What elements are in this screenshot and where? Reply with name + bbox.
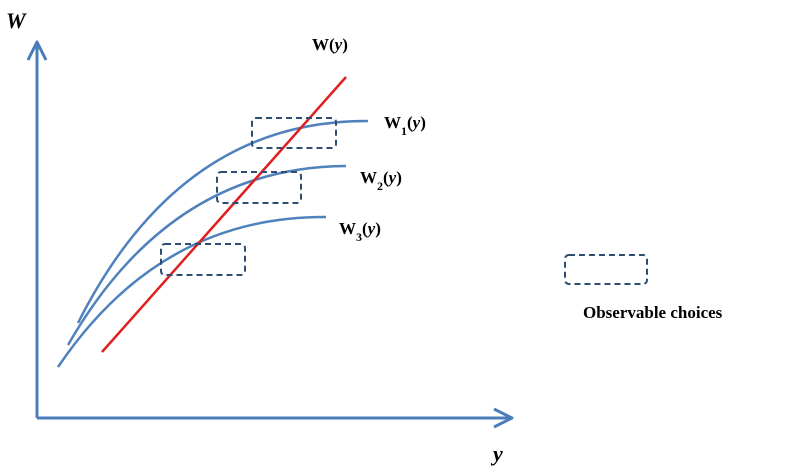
legend-label: Observable choices — [583, 303, 723, 322]
x-axis-arrow-icon — [493, 407, 514, 429]
label-w-line: W(y) — [312, 35, 348, 54]
line-w — [101, 76, 347, 353]
curve-w3 — [56, 215, 327, 368]
observable-choice-box-2 — [216, 171, 302, 204]
label-w2: W2(y) — [360, 168, 402, 193]
observable-choice-box-1 — [251, 117, 337, 149]
label-w1: W1(y) — [384, 113, 426, 138]
curve-w1 — [76, 119, 369, 324]
legend-swatch — [564, 254, 648, 285]
y-axis-label: W — [6, 8, 27, 33]
observable-choice-box-3 — [160, 243, 246, 276]
label-w3: W3(y) — [339, 219, 381, 244]
curve-w2 — [66, 164, 347, 346]
x-axis-label: y — [490, 441, 503, 466]
y-axis-arrow-icon — [26, 40, 48, 61]
